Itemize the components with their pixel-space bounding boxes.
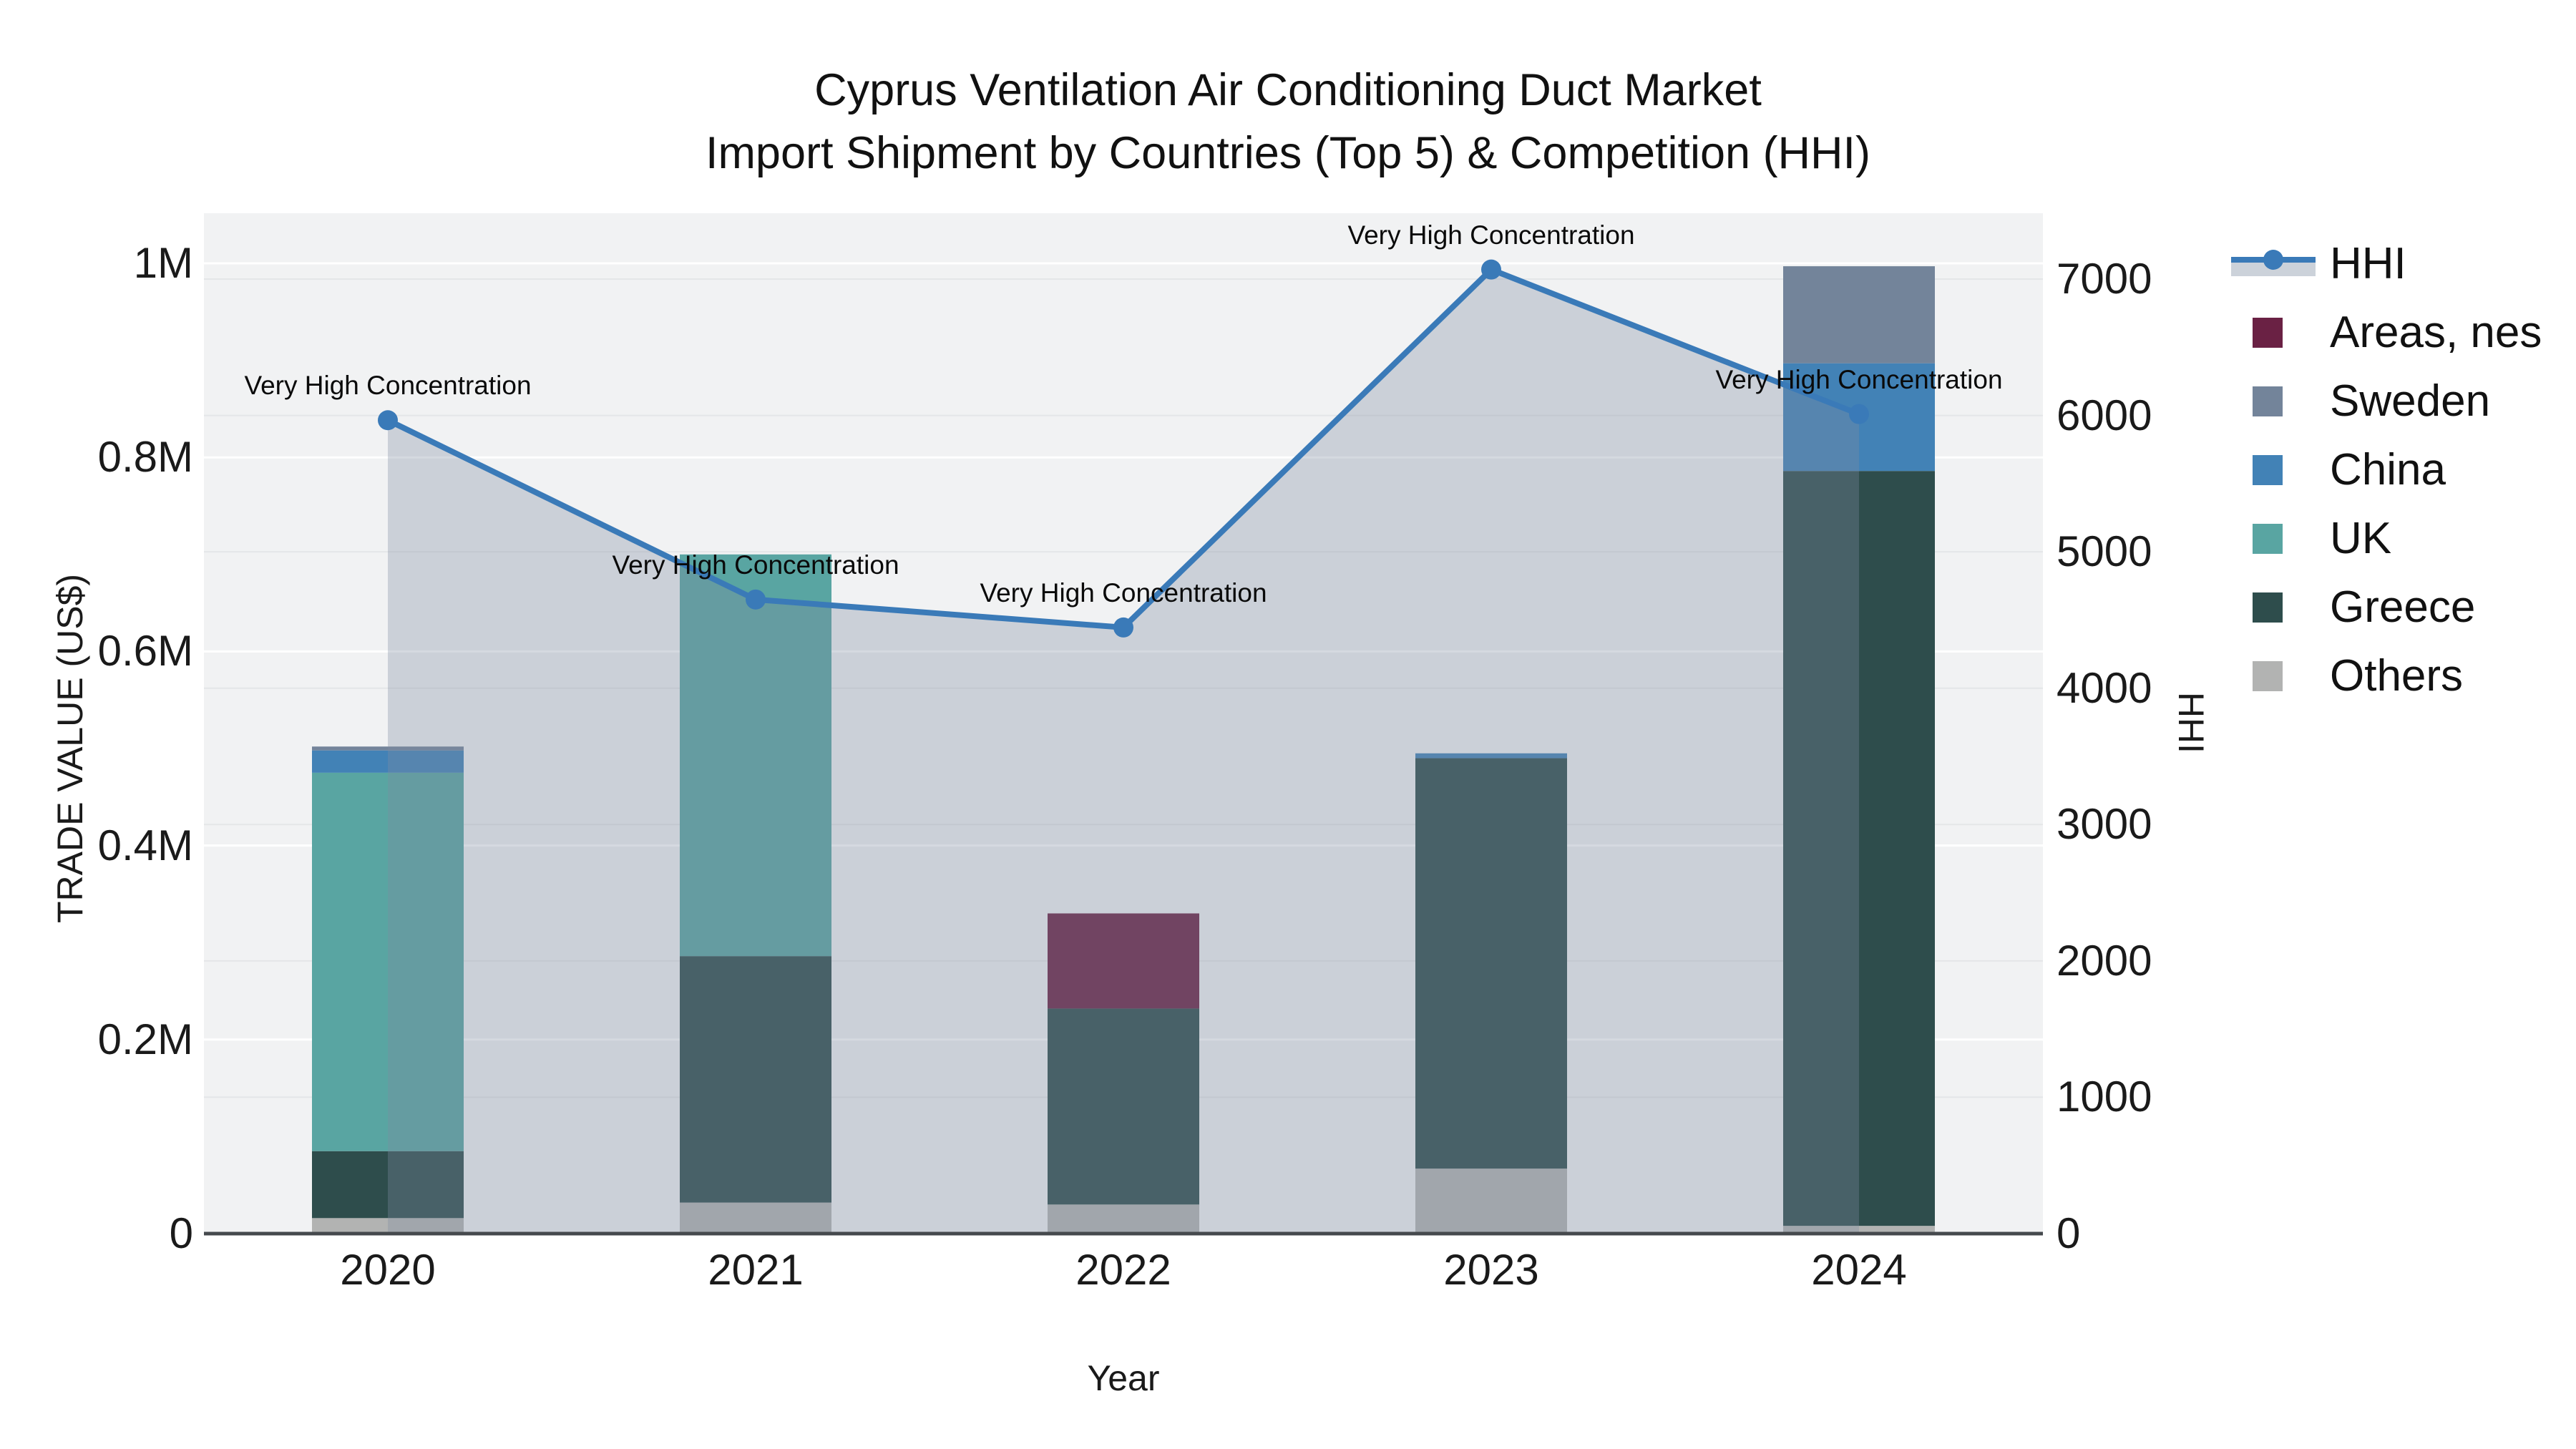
- legend-label: Sweden: [2330, 376, 2491, 426]
- color-swatch: [2231, 522, 2316, 554]
- bar-segment-2020-sweden[interactable]: [312, 746, 464, 751]
- annotation-2020: Very High Concentration: [244, 371, 532, 401]
- hhi-line-swatch: [2231, 248, 2316, 279]
- bar-segment-2023-china[interactable]: [1415, 753, 1567, 758]
- y-left-tick-1M: 1M: [133, 239, 193, 287]
- y-axis-title-left: TRADE VALUE (US$): [50, 573, 90, 924]
- bar-segment-2021-others[interactable]: [680, 1202, 831, 1234]
- y-right-tick-7000: 7000: [2057, 255, 2152, 303]
- legend-label: UK: [2330, 513, 2392, 563]
- x-tick-2020: 2020: [340, 1246, 436, 1294]
- hhi-area-fill: [388, 269, 1859, 1234]
- chart-title-line1: Cyprus Ventilation Air Conditioning Duct…: [814, 65, 1762, 115]
- x-tick-2022: 2022: [1075, 1246, 1171, 1294]
- y-right-tick-4000: 4000: [2057, 663, 2152, 712]
- y-right-tick-1000: 1000: [2057, 1073, 2152, 1121]
- legend-item-sweden[interactable]: Sweden: [2231, 366, 2542, 435]
- x-tick-2024: 2024: [1811, 1246, 1907, 1294]
- y-left-tick-0: 0: [169, 1209, 193, 1257]
- bar-segment-2024-sweden[interactable]: [1783, 266, 1935, 364]
- legend-square-swatch: [2253, 592, 2283, 623]
- color-swatch: [2231, 660, 2316, 691]
- y-right-tick-2000: 2000: [2057, 936, 2152, 985]
- hhi-marker-2024[interactable]: [1849, 404, 1869, 424]
- y-left-tick-0.4M: 0.4M: [97, 821, 193, 869]
- legend: HHI Areas, nes Sweden China UK Greece Others: [2231, 229, 2542, 710]
- x-axis-title: Year: [1087, 1358, 1160, 1398]
- legend-item-others[interactable]: Others: [2231, 641, 2542, 710]
- legend-square-swatch: [2253, 386, 2283, 416]
- bar-segment-2023-greece[interactable]: [1415, 758, 1567, 1169]
- color-swatch: [2231, 454, 2316, 485]
- hhi-marker-sample: [2263, 250, 2283, 270]
- legend-label: HHI: [2330, 238, 2406, 288]
- bar-segment-2020-china[interactable]: [312, 750, 464, 773]
- color-swatch: [2231, 385, 2316, 416]
- y-right-tick-3000: 3000: [2057, 800, 2152, 849]
- chart-title-line2: Import Shipment by Countries (Top 5) & C…: [705, 128, 1871, 178]
- bar-segment-2021-greece[interactable]: [680, 956, 831, 1203]
- legend-square-swatch: [2253, 318, 2283, 348]
- annotation-2024: Very High Concentration: [1715, 364, 2003, 394]
- legend-item-hhi[interactable]: HHI: [2231, 229, 2542, 298]
- x-tick-2023: 2023: [1443, 1246, 1539, 1294]
- y-left-tick-0.8M: 0.8M: [97, 433, 193, 482]
- legend-label: Areas, nes: [2330, 307, 2542, 357]
- bar-segment-2024-others[interactable]: [1783, 1226, 1935, 1234]
- legend-square-swatch: [2253, 524, 2283, 554]
- y-axis-title-right: HHI: [2171, 691, 2211, 754]
- y-left-tick-0.6M: 0.6M: [97, 627, 193, 675]
- annotation-2022: Very High Concentration: [980, 577, 1267, 608]
- bar-segment-2020-greece[interactable]: [312, 1151, 464, 1219]
- legend-square-swatch: [2253, 455, 2283, 485]
- color-swatch: [2231, 316, 2316, 348]
- color-swatch: [2231, 591, 2316, 623]
- annotation-2023: Very High Concentration: [1347, 220, 1635, 250]
- legend-item-greece[interactable]: Greece: [2231, 572, 2542, 641]
- hhi-marker-2021[interactable]: [746, 589, 766, 610]
- bar-segment-2020-uk[interactable]: [312, 772, 464, 1151]
- annotation-2021: Very High Concentration: [612, 550, 899, 580]
- chart-title: Cyprus Ventilation Air Conditioning Duct…: [0, 59, 2576, 185]
- bar-segment-2020-others[interactable]: [312, 1218, 464, 1234]
- legend-label: Others: [2330, 650, 2464, 701]
- legend-square-swatch: [2253, 661, 2283, 691]
- bar-segment-2022-others[interactable]: [1048, 1204, 1199, 1234]
- hhi-marker-2020[interactable]: [378, 410, 398, 431]
- bar-segment-2021-uk[interactable]: [680, 554, 831, 957]
- hhi-marker-2022[interactable]: [1113, 617, 1133, 638]
- y-right-tick-5000: 5000: [2057, 527, 2152, 576]
- bar-segment-2024-greece[interactable]: [1783, 471, 1935, 1226]
- legend-item-china[interactable]: China: [2231, 435, 2542, 504]
- hhi-marker-2023[interactable]: [1481, 259, 1501, 280]
- bar-segment-2022-greece[interactable]: [1048, 1008, 1199, 1205]
- bar-segment-2022-areas-nes[interactable]: [1048, 913, 1199, 1009]
- legend-item-uk[interactable]: UK: [2231, 504, 2542, 572]
- legend-label: China: [2330, 444, 2446, 494]
- legend-label: Greece: [2330, 582, 2476, 632]
- x-tick-2021: 2021: [708, 1246, 804, 1294]
- y-left-tick-0.2M: 0.2M: [97, 1015, 193, 1063]
- bar-segment-2023-others[interactable]: [1415, 1169, 1567, 1234]
- y-right-tick-0: 0: [2057, 1209, 2081, 1257]
- y-right-tick-6000: 6000: [2057, 391, 2152, 439]
- legend-item-areas-nes[interactable]: Areas, nes: [2231, 298, 2542, 366]
